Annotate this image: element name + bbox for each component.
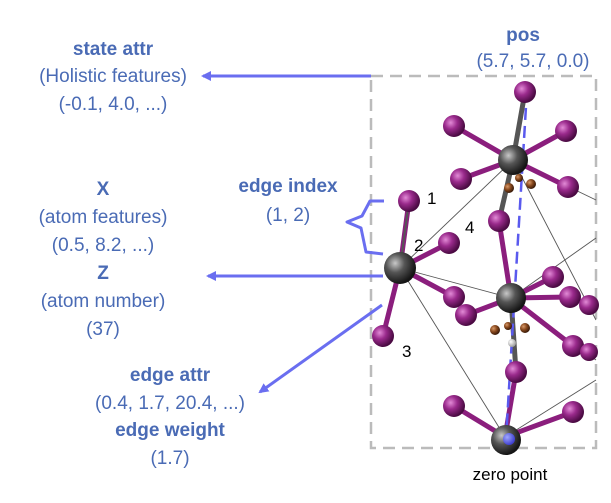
state-attr-desc: (Holistic features) xyxy=(39,66,187,87)
atom-number-3: 3 xyxy=(402,342,412,361)
atom-i xyxy=(555,120,577,142)
pos-title: pos xyxy=(506,25,540,46)
z-title: Z xyxy=(97,263,109,284)
edge-attr-values: (0.4, 1.7, 20.4, ...) xyxy=(95,393,245,414)
atoms xyxy=(372,81,599,455)
zero-point-label: zero point xyxy=(472,465,548,484)
unit-cell-frame xyxy=(369,74,598,450)
atom-i xyxy=(398,190,420,212)
atom-number-4: 4 xyxy=(465,218,475,237)
atom-i xyxy=(438,232,460,254)
atom-i xyxy=(372,325,394,347)
zero-point-marker xyxy=(503,433,515,445)
z-desc: (atom number) xyxy=(40,291,166,312)
edge-attr-title: edge attr xyxy=(129,365,211,386)
z-values: (37) xyxy=(86,319,120,340)
atom-i xyxy=(455,304,477,326)
atom-h xyxy=(508,339,516,347)
atom-brown xyxy=(504,183,514,193)
x-values: (0.5, 8.2, ...) xyxy=(51,235,155,256)
state-attr-values: (-0.1, 4.0, ...) xyxy=(58,94,168,115)
arrows xyxy=(201,71,383,394)
atom-i xyxy=(488,210,510,232)
atom-i xyxy=(562,335,584,357)
atom-i xyxy=(557,176,579,198)
edge-index-bracket xyxy=(345,199,384,256)
atom-brown xyxy=(520,323,530,333)
edge-weight-title: edge weight xyxy=(115,420,225,441)
pos-values: (5.7, 5.7, 0.0) xyxy=(476,51,590,72)
atom-i xyxy=(559,286,581,308)
atom-rb-selected xyxy=(384,252,416,284)
x-title: X xyxy=(96,179,110,200)
edge-index-values: (1, 2) xyxy=(265,205,311,226)
atom-i xyxy=(542,266,564,288)
state-attr-title: state attr xyxy=(72,39,154,60)
atom-i xyxy=(450,168,472,190)
atom-i xyxy=(580,343,598,361)
atom-number-1: 1 xyxy=(427,189,437,208)
atom-brown xyxy=(504,322,512,330)
atom-i xyxy=(579,295,599,315)
atom-i xyxy=(443,395,465,417)
atom-number-2: 2 xyxy=(414,236,424,255)
atom-brown xyxy=(515,174,523,182)
atom-i xyxy=(514,81,536,103)
atom-rb-1 xyxy=(498,145,528,175)
atom-brown xyxy=(526,179,536,189)
atom-i xyxy=(562,401,584,423)
edge-attr-arrow xyxy=(258,303,383,394)
atom-i xyxy=(443,115,465,137)
x-desc: (atom features) xyxy=(38,207,168,228)
edge-index-title: edge index xyxy=(238,176,338,197)
atom-i xyxy=(443,286,465,308)
atom-brown xyxy=(490,325,500,335)
atom-i xyxy=(505,361,527,383)
edge-weight-values: (1.7) xyxy=(150,448,190,469)
atom-rb-2 xyxy=(496,283,526,313)
